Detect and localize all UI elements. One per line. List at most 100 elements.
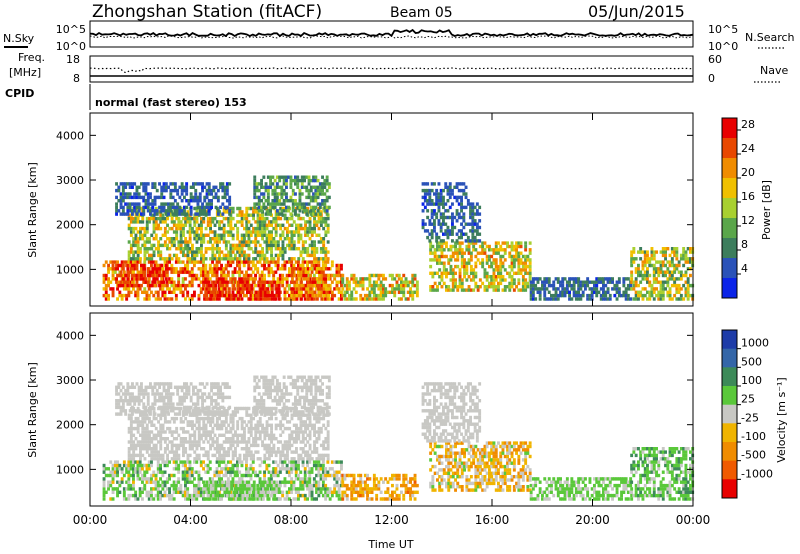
heatmap-cell <box>121 185 125 189</box>
heatmap-cell <box>145 426 149 431</box>
heatmap-cell <box>193 216 197 221</box>
heatmap-cell <box>144 205 148 210</box>
heatmap-cell <box>165 493 169 498</box>
heatmap-cell <box>426 202 430 206</box>
heatmap-cell <box>579 293 583 298</box>
heatmap-cell <box>648 290 652 294</box>
heatmap-cell <box>670 250 674 254</box>
heatmap-cell <box>204 257 208 261</box>
heatmap-cell <box>132 487 135 491</box>
heatmap-cell <box>217 473 221 478</box>
heatmap-cell <box>258 487 262 491</box>
heatmap-cell <box>368 290 372 294</box>
heatmap-cell <box>269 260 273 264</box>
heatmap-cell <box>215 233 219 237</box>
heatmap-cell <box>220 257 224 261</box>
freq-label: Freq. <box>18 51 45 64</box>
heatmap-cell <box>382 273 385 278</box>
heatmap-cell <box>150 253 154 258</box>
heatmap-cell <box>158 195 161 200</box>
heatmap-cell <box>319 223 323 227</box>
heatmap-cell <box>586 293 590 298</box>
heatmap-cell <box>201 205 204 210</box>
heatmap-cell <box>458 281 462 286</box>
heatmap-cell <box>159 226 163 231</box>
heatmap-cell <box>652 253 656 258</box>
heatmap-cell <box>595 280 599 284</box>
heatmap-cell <box>157 430 160 434</box>
heatmap-cell <box>406 280 410 284</box>
heatmap-cell <box>565 280 569 284</box>
heatmap-cell <box>499 261 503 265</box>
heatmap-cell <box>143 457 147 461</box>
heatmap-cell <box>492 281 496 286</box>
heatmap-cell <box>148 247 151 251</box>
heatmap-cell <box>184 220 188 224</box>
heatmap-cell <box>167 202 170 206</box>
heatmap-cell <box>161 283 165 288</box>
heatmap-cell <box>270 493 274 498</box>
heatmap-cell <box>288 267 291 271</box>
heatmap-cell <box>442 241 446 245</box>
heatmap-cell <box>501 278 505 282</box>
heatmap-cell <box>648 297 652 301</box>
heatmap-cell <box>201 209 204 213</box>
heatmap-cell <box>267 240 271 244</box>
heatmap-cell <box>686 257 690 261</box>
heatmap-cell <box>205 202 209 206</box>
heatmap-cell <box>297 290 301 294</box>
heatmap-cell <box>170 473 174 478</box>
heatmap-cell <box>267 243 271 248</box>
heatmap-cell <box>193 460 196 464</box>
heatmap-cell <box>204 273 208 278</box>
heatmap-cell <box>227 216 231 221</box>
heatmap-cell <box>475 212 479 216</box>
heatmap-cell <box>326 473 330 478</box>
heatmap-cell <box>451 222 454 226</box>
heatmap-cell <box>485 244 489 249</box>
heatmap-cell <box>143 420 147 424</box>
y-tick-label: 4000 <box>56 129 84 142</box>
heatmap-cell <box>497 271 500 275</box>
heatmap-cell <box>684 290 688 294</box>
heatmap-cell <box>462 192 466 196</box>
heatmap-cell <box>467 251 471 255</box>
heatmap-cell <box>469 278 473 282</box>
heatmap-cell <box>215 270 219 274</box>
heatmap-cell <box>602 277 605 281</box>
heatmap-cell <box>451 192 454 196</box>
heatmap-cell <box>472 248 476 252</box>
heatmap-cell <box>236 220 240 224</box>
heatmap-cell <box>536 287 540 291</box>
heatmap-cell <box>258 497 262 501</box>
heatmap-cell <box>503 248 507 252</box>
heatmap-cell <box>163 493 167 498</box>
heatmap-cell <box>274 253 278 258</box>
heatmap-cell <box>154 247 158 251</box>
heatmap-cell <box>175 257 179 261</box>
heatmap-cell <box>176 192 180 196</box>
heatmap-cell <box>139 453 142 458</box>
heatmap-cell <box>184 267 187 271</box>
heatmap-cell <box>606 277 610 281</box>
heatmap-cell <box>228 212 232 216</box>
heatmap-cell <box>177 270 181 274</box>
heatmap-cell <box>132 450 136 454</box>
heatmap-cell <box>221 188 225 193</box>
heatmap-cell <box>197 226 201 231</box>
heatmap-cell <box>501 264 505 269</box>
heatmap-cell <box>474 248 478 252</box>
heatmap-cell <box>202 287 205 291</box>
heatmap-cell <box>238 210 242 214</box>
heatmap-cell <box>179 260 183 264</box>
heatmap-cell <box>174 490 178 494</box>
heatmap-cell <box>104 273 108 278</box>
heatmap-cell <box>297 287 301 291</box>
heatmap-cell <box>185 199 189 203</box>
heatmap-cell <box>137 283 141 288</box>
heatmap-cell <box>177 487 181 491</box>
heatmap-cell <box>326 230 330 234</box>
heatmap-cell <box>577 290 581 294</box>
heatmap-cell <box>668 290 672 294</box>
heatmap-cell <box>163 240 167 244</box>
